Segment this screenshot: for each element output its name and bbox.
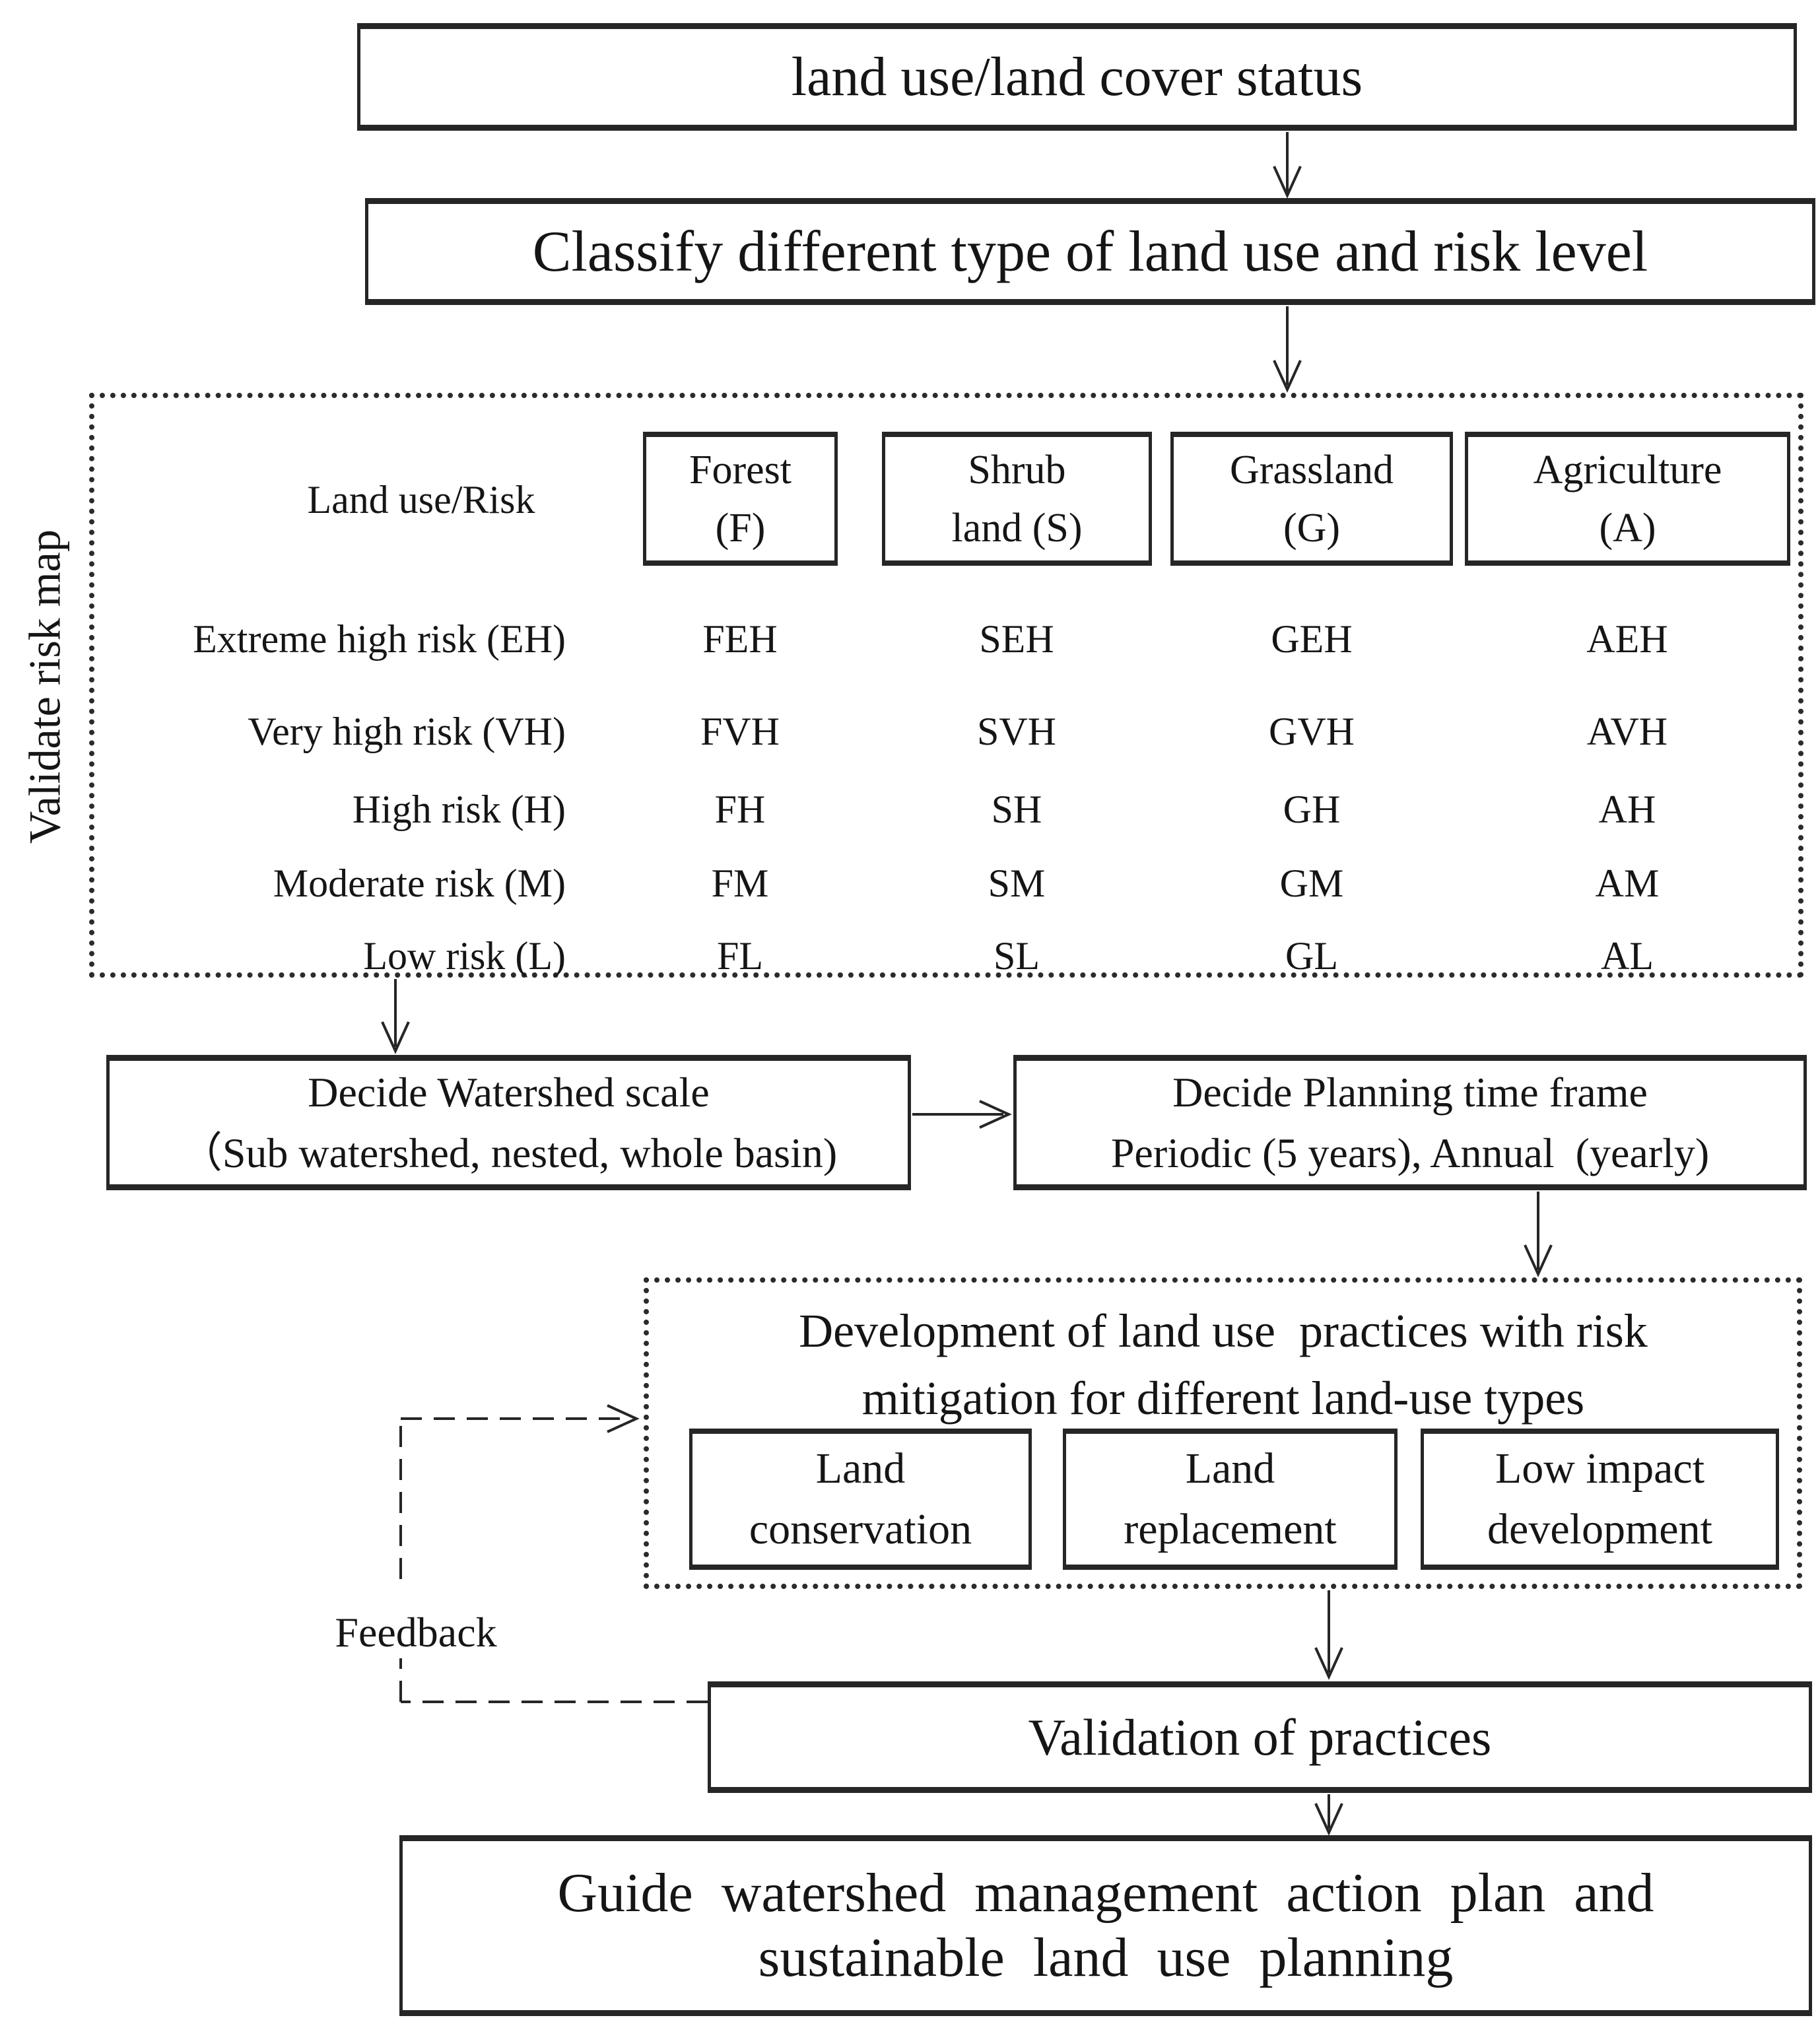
development-title-line2: mitigation for different land-use types (861, 1372, 1585, 1425)
risk-table-corner-label: Land use/Risk (307, 478, 535, 522)
column-header-agriculture: Agriculture (A) (1465, 432, 1790, 566)
risk-cell-aeh: AEH (1586, 617, 1668, 661)
box-land-use-status-label: land use/land cover status (791, 46, 1363, 108)
risk-row-label-very-high: Very high risk (VH) (248, 710, 566, 753)
arrow-planning-to-development (1524, 1192, 1553, 1277)
development-practices-box: Development of land use practices with r… (644, 1277, 1802, 1589)
risk-row-label-high: High risk (H) (352, 788, 566, 831)
risk-cell-svh: SVH (976, 710, 1057, 753)
risk-row-label-extreme-high: Extreme high risk (EH) (193, 617, 566, 661)
box-classify-land-use: Classify different type of land use and … (365, 198, 1815, 305)
risk-cell-fl: FL (716, 934, 764, 978)
validation-label: Validation of practices (1028, 1708, 1492, 1766)
arrow-development-to-validation (1314, 1590, 1343, 1680)
arrow-watershed-to-planning (912, 1100, 1012, 1129)
box-classify-land-use-label: Classify different type of land use and … (532, 219, 1648, 284)
feedback-label: Feedback (304, 1608, 528, 1657)
risk-cell-fvh: FVH (700, 710, 780, 753)
risk-cell-gvh: GVH (1269, 710, 1355, 753)
box-land-use-status: land use/land cover status (357, 23, 1797, 131)
box-land-replacement: Land replacement (1063, 1429, 1398, 1570)
risk-row-label-low: Low risk (L) (363, 934, 566, 978)
risk-cell-sl: SL (993, 934, 1040, 978)
risk-cell-gh: GH (1283, 788, 1341, 831)
arrow-riskmap-to-watershed (381, 979, 410, 1054)
validate-risk-map-label: Validate risk map (19, 529, 70, 844)
column-header-grassland: Grassland (G) (1170, 432, 1453, 566)
planning-time-line2: Periodic (5 years), Annual (yearly) (1110, 1129, 1710, 1176)
development-practices-title: Development of land use practices with r… (662, 1297, 1784, 1432)
risk-cell-fh: FH (714, 788, 766, 831)
watershed-scale-line2: （Sub watershed, nested, whole basin) (180, 1129, 838, 1176)
guide-plan-line2: sustainable land use planning (758, 1927, 1454, 1988)
box-decide-planning-time-frame: Decide Planning time frame Periodic (5 y… (1013, 1055, 1807, 1190)
box-validation-of-practices: Validation of practices (708, 1681, 1812, 1793)
box-land-conservation: Land conservation (689, 1429, 1032, 1570)
risk-cell-ah: AH (1598, 788, 1656, 831)
watershed-scale-line1: Decide Watershed scale (308, 1068, 710, 1116)
risk-cell-sm: SM (988, 861, 1046, 905)
risk-cell-seh: SEH (979, 617, 1054, 661)
development-title-line1: Development of land use practices with r… (799, 1304, 1648, 1357)
column-header-forest: Forest (F) (643, 432, 838, 566)
risk-cell-am: AM (1595, 861, 1660, 905)
risk-cell-feh: FEH (702, 617, 778, 661)
box-decide-watershed-scale: Decide Watershed scale （Sub watershed, n… (106, 1055, 911, 1190)
risk-cell-gl: GL (1285, 934, 1338, 978)
risk-cell-avh: AVH (1586, 710, 1668, 753)
risk-cell-sh: SH (991, 788, 1042, 831)
risk-map-table-box: Land use/Risk Forest (F) Shrub land (S) … (89, 393, 1803, 978)
planning-time-line1: Decide Planning time frame (1172, 1068, 1648, 1116)
guide-plan-line1: Guide watershed management action plan a… (557, 1862, 1654, 1924)
risk-row-label-moderate: Moderate risk (M) (273, 861, 566, 905)
arrow-classify-to-riskmap (1273, 306, 1302, 393)
arrow-status-to-classify (1273, 132, 1302, 199)
arrow-validation-to-guide (1314, 1794, 1343, 1836)
risk-cell-geh: GEH (1271, 617, 1353, 661)
risk-cell-al: AL (1601, 934, 1654, 978)
box-guide-watershed-plan: Guide watershed management action plan a… (399, 1835, 1812, 2016)
risk-cell-fm: FM (711, 861, 769, 905)
column-header-shrubland: Shrub land (S) (882, 432, 1152, 566)
risk-cell-gm: GM (1279, 861, 1344, 905)
box-low-impact-development: Low impact development (1421, 1429, 1779, 1570)
feedback-arrowhead (607, 1404, 640, 1433)
